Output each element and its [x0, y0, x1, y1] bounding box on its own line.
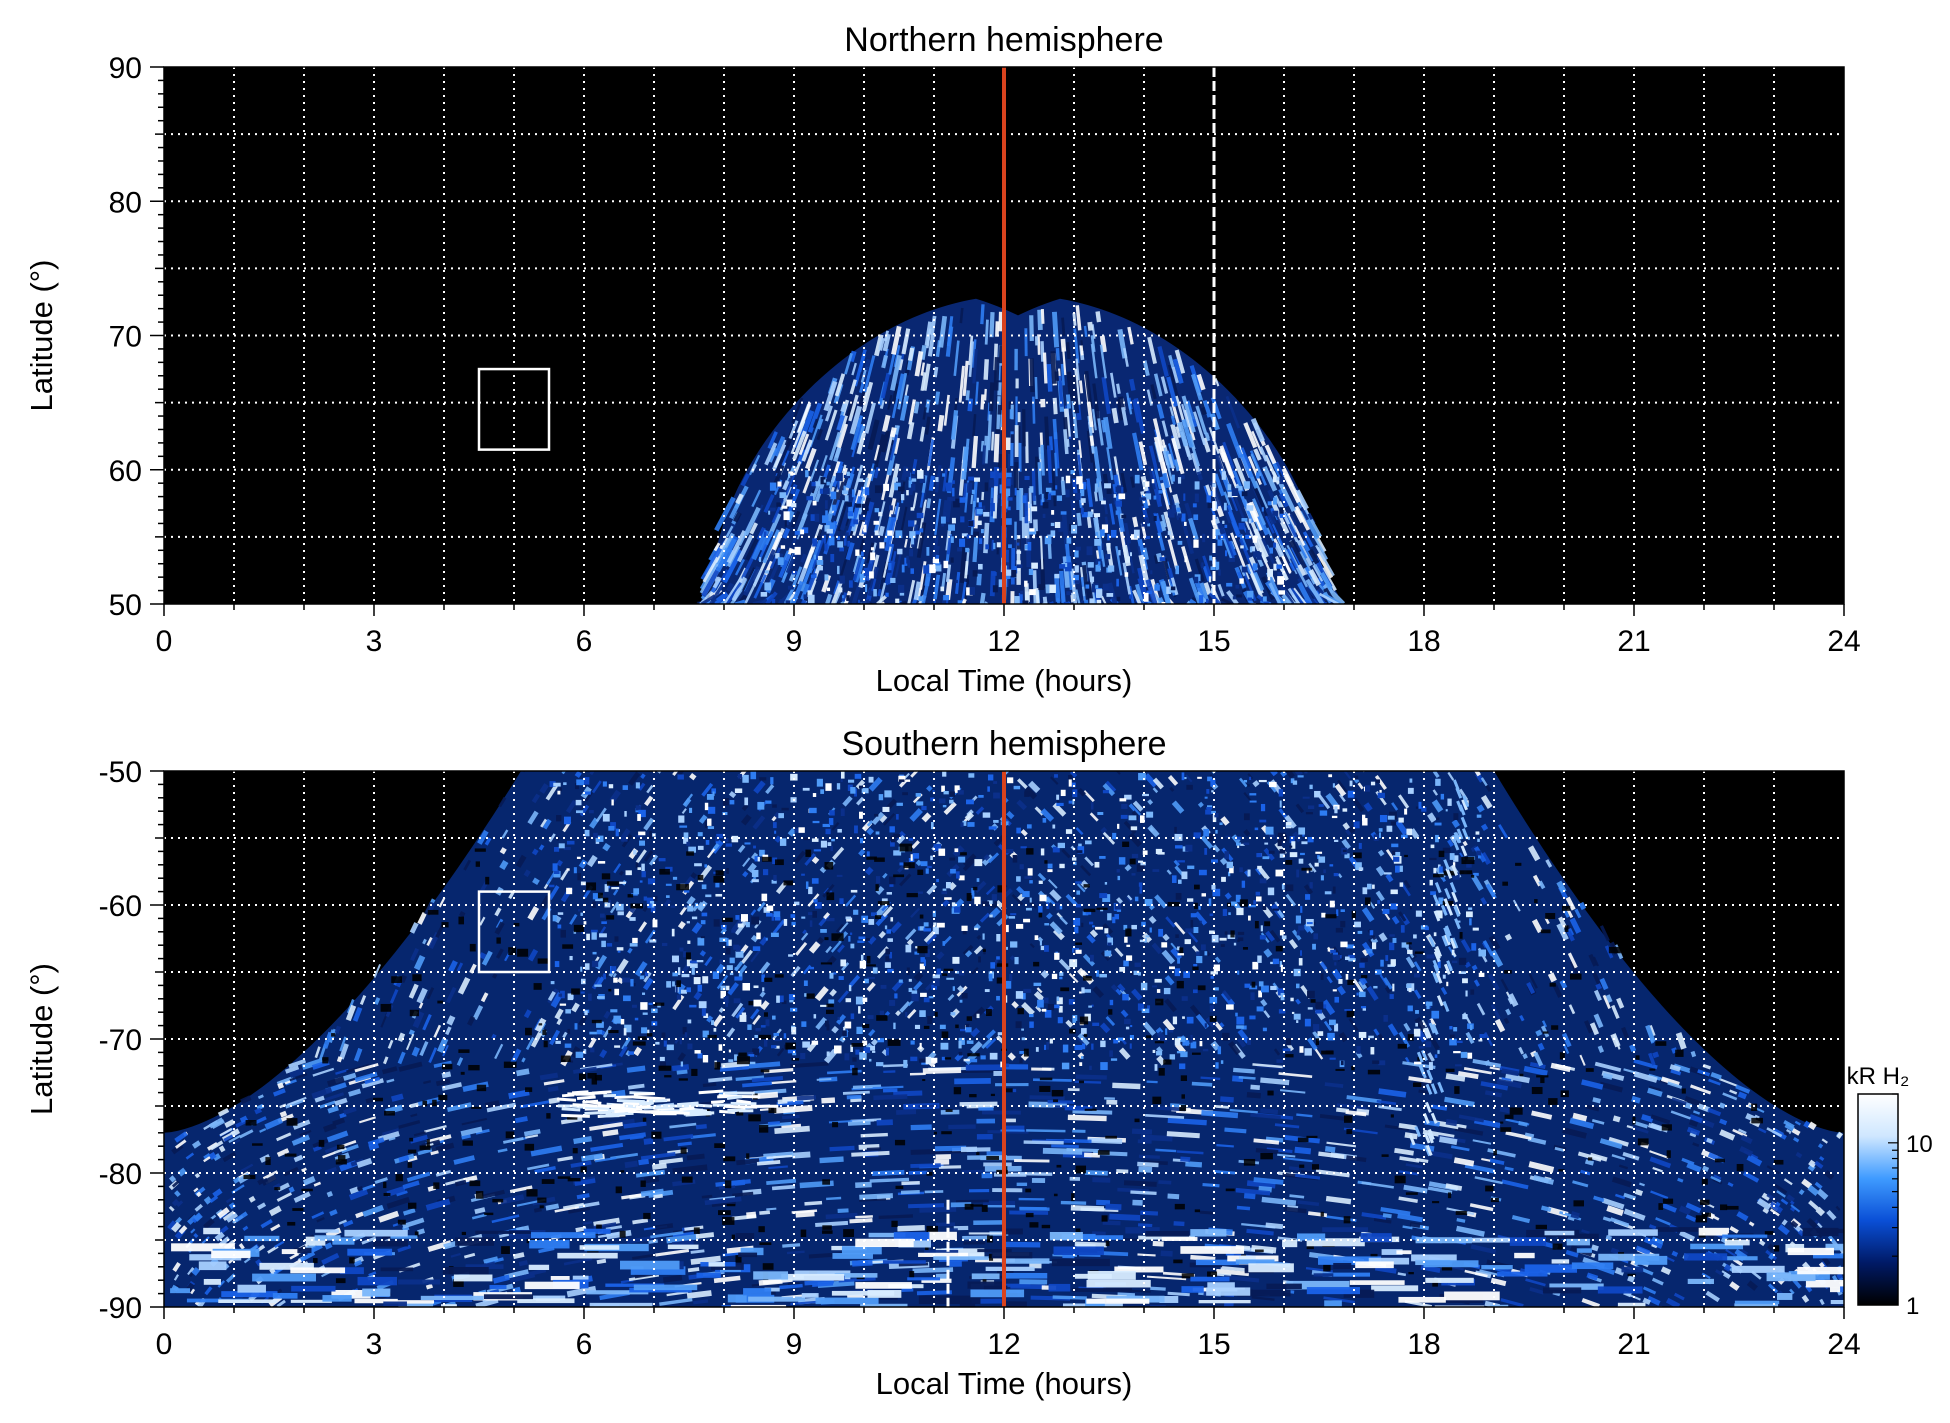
- y-tick-label: -90: [99, 1292, 142, 1325]
- x-tick-label: 0: [156, 625, 173, 658]
- x-tick-label: 0: [156, 1328, 173, 1361]
- panel-title: Southern hemisphere: [841, 725, 1166, 763]
- colorbar: 1 10 kR H₂: [1847, 1063, 1933, 1320]
- x-tick-label: 12: [987, 625, 1020, 658]
- x-axis-label: Local Time (hours): [876, 663, 1133, 698]
- x-axis: 0 3 6 9 12 15 18 21 24 Local Time (hours): [156, 1307, 1861, 1401]
- x-tick-label: 3: [366, 625, 383, 658]
- x-tick-label: 24: [1827, 625, 1860, 658]
- x-tick-label: 9: [786, 1328, 803, 1361]
- x-tick-label: 9: [786, 625, 803, 658]
- panel-title: Northern hemisphere: [844, 21, 1163, 59]
- x-tick-label: 15: [1197, 1328, 1230, 1361]
- y-axis-label: Latitude (°): [24, 260, 59, 412]
- x-tick-label: 6: [576, 1328, 593, 1361]
- x-tick-label: 21: [1617, 1328, 1650, 1361]
- region-box: [477, 890, 551, 974]
- y-tick-label: -70: [99, 1024, 142, 1057]
- colorbar-gradient: [1857, 1093, 1899, 1306]
- y-tick-label: 90: [109, 52, 142, 85]
- x-tick-label: 24: [1827, 1328, 1860, 1361]
- y-tick-label: 80: [109, 186, 142, 219]
- y-tick-label: -60: [99, 890, 142, 923]
- region-box: [477, 367, 551, 451]
- y-tick-label: 70: [109, 321, 142, 354]
- northern-panel: 0 3 6 9 12 15 18 21 24 Local Time (hours) 50 60 70 80…: [24, 21, 1861, 698]
- colorbar-tick-label: 10: [1906, 1131, 1933, 1158]
- y-axis: 50 60 70 80 90 Latitude (°): [24, 52, 164, 622]
- colorbar-tick-label: 1: [1906, 1293, 1919, 1320]
- x-axis: 0 3 6 9 12 15 18 21 24 Local Time (hours): [156, 604, 1861, 698]
- x-tick-label: 21: [1617, 625, 1650, 658]
- x-tick-label: 18: [1407, 625, 1440, 658]
- x-tick-label: 18: [1407, 1328, 1440, 1361]
- y-axis: -50 -60 -70 -80 -90 Latitude (°): [24, 756, 164, 1325]
- y-tick-label: -80: [99, 1158, 142, 1191]
- y-axis-label: Latitude (°): [24, 963, 59, 1115]
- y-tick-label: 50: [109, 589, 142, 622]
- y-tick-label: 60: [109, 455, 142, 488]
- x-tick-label: 12: [987, 1328, 1020, 1361]
- y-tick-label: -50: [99, 756, 142, 789]
- x-tick-label: 3: [366, 1328, 383, 1361]
- x-tick-label: 15: [1197, 625, 1230, 658]
- x-tick-label: 6: [576, 625, 593, 658]
- southern-panel: 0 3 6 9 12 15 18 21 24 Local Time (hours) -50 -60 -7…: [24, 725, 1861, 1401]
- x-axis-label: Local Time (hours): [876, 1366, 1133, 1401]
- colorbar-label: kR H₂: [1847, 1063, 1910, 1090]
